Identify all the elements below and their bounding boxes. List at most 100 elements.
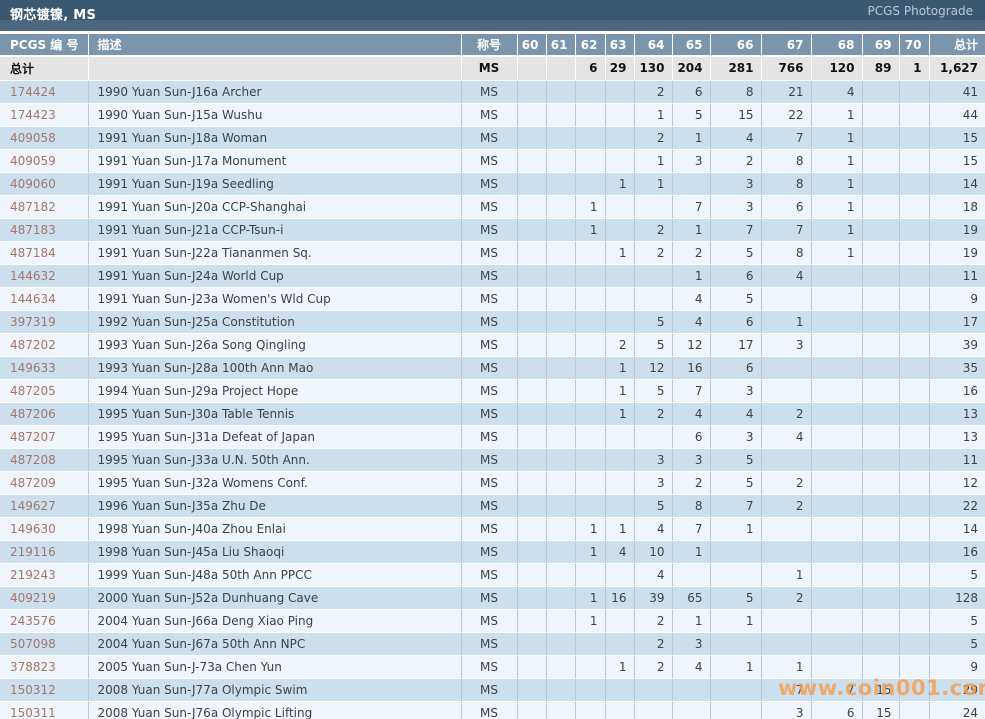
table-row: 487208 1995 Yuan Sun-J33a U.N. 50th Ann. M… <box>0 448 985 472</box>
table-row: 150311 2008 Yuan Sun-J76a Olympic Lifting… <box>0 701 985 719</box>
pcgs-number-link[interactable]: 150311 <box>0 701 89 719</box>
pcgs-number-link[interactable]: 149627 <box>0 494 89 518</box>
row-total-cell: 14 <box>929 172 985 196</box>
grade-69-cell <box>862 103 900 127</box>
grade-63-cell <box>605 195 635 219</box>
row-total-cell: 19 <box>929 241 985 265</box>
grade-67-cell: 21 <box>761 80 812 104</box>
pcgs-number-link[interactable]: 219116 <box>0 540 89 564</box>
coin-description: 2004 Yuan Sun-J67a 50th Ann NPC <box>88 632 462 656</box>
table-row: 174424 1990 Yuan Sun-J16a Archer MS 2 6 8 21 4 4… <box>0 80 985 104</box>
pcgs-number-link[interactable]: 397319 <box>0 310 89 334</box>
pcgs-number-link[interactable]: 149633 <box>0 356 89 380</box>
table-body: 174424 1990 Yuan Sun-J16a Archer MS 2 6 8 21 4 4… <box>0 80 985 719</box>
pcgs-number-link[interactable]: 507098 <box>0 632 89 656</box>
grade-60-cell <box>517 701 547 719</box>
grade-63-cell <box>605 701 635 719</box>
grade-66-cell: 6 <box>710 356 762 380</box>
pcgs-number-link[interactable]: 174424 <box>0 80 89 104</box>
grade-70-cell <box>899 517 930 541</box>
grade-70-cell <box>899 609 930 633</box>
grade-70-cell <box>899 379 930 403</box>
column-header-65: 65 <box>672 34 711 57</box>
coin-description: 1995 Yuan Sun-J33a U.N. 50th Ann. <box>88 448 462 472</box>
pcgs-number-link[interactable]: 219243 <box>0 563 89 587</box>
pcgs-number-link[interactable]: 150312 <box>0 678 89 702</box>
grade-69-cell <box>862 609 900 633</box>
designation-cell: MS <box>461 172 518 196</box>
grade-60-cell <box>517 149 547 173</box>
pcgs-number-link[interactable]: 409058 <box>0 126 89 150</box>
grade-67-cell <box>761 609 812 633</box>
pcgs-number-link[interactable]: 174423 <box>0 103 89 127</box>
grade-60-cell <box>517 632 547 656</box>
grade-61-cell <box>546 218 576 242</box>
pcgs-number-link[interactable]: 487183 <box>0 218 89 242</box>
grade-68-cell: 1 <box>811 126 863 150</box>
pcgs-number-link[interactable]: 144634 <box>0 287 89 311</box>
pcgs-number-link[interactable]: 487206 <box>0 402 89 426</box>
table-row: 487184 1991 Yuan Sun-J22a Tiananmen Sq. MS… <box>0 241 985 265</box>
grade-60-cell <box>517 425 547 449</box>
totals-grade-64: 130 <box>634 56 673 81</box>
grade-70-cell <box>899 471 930 495</box>
grade-67-cell: 2 <box>761 471 812 495</box>
column-header-pcgs: PCGS 编 号 <box>0 34 89 57</box>
grade-70-cell <box>899 287 930 311</box>
grade-61-cell <box>546 149 576 173</box>
pcgs-number-link[interactable]: 144632 <box>0 264 89 288</box>
grade-65-cell: 2 <box>672 241 711 265</box>
designation-cell: MS <box>461 563 518 587</box>
pcgs-number-link[interactable]: 487207 <box>0 425 89 449</box>
grade-61-cell <box>546 172 576 196</box>
designation-cell: MS <box>461 609 518 633</box>
totals-desc <box>88 56 462 81</box>
grade-63-cell: 1 <box>605 172 635 196</box>
grade-63-cell <box>605 471 635 495</box>
grade-69-cell <box>862 172 900 196</box>
grade-67-cell: 8 <box>761 241 812 265</box>
designation-cell: MS <box>461 195 518 219</box>
pcgs-number-link[interactable]: 487209 <box>0 471 89 495</box>
title-bar: 钢芯镀镍, MS PCGS Photograde <box>0 0 985 31</box>
grade-69-cell <box>862 287 900 311</box>
grade-63-cell <box>605 264 635 288</box>
pcgs-number-link[interactable]: 487202 <box>0 333 89 357</box>
grade-62-cell <box>575 149 606 173</box>
grade-68-cell: 1 <box>811 195 863 219</box>
grade-69-cell: 15 <box>862 678 900 702</box>
row-total-cell: 5 <box>929 609 985 633</box>
grade-60-cell <box>517 379 547 403</box>
grade-65-cell: 4 <box>672 402 711 426</box>
grade-62-cell <box>575 264 606 288</box>
grade-70-cell <box>899 402 930 426</box>
grade-63-cell <box>605 448 635 472</box>
pcgs-number-link[interactable]: 409219 <box>0 586 89 610</box>
pcgs-number-link[interactable]: 378823 <box>0 655 89 679</box>
column-header-70: 70 <box>899 34 930 57</box>
table-row: 144632 1991 Yuan Sun-J24a World Cup MS 1 6 4 1… <box>0 264 985 288</box>
grade-62-cell <box>575 379 606 403</box>
coin-description: 1991 Yuan Sun-J21a CCP-Tsun-i <box>88 218 462 242</box>
grade-68-cell <box>811 448 863 472</box>
grade-61-cell <box>546 586 576 610</box>
grade-67-cell: 6 <box>761 195 812 219</box>
column-header-designation: 称号 <box>461 34 518 57</box>
pcgs-number-link[interactable]: 487205 <box>0 379 89 403</box>
coin-description: 1996 Yuan Sun-J35a Zhu De <box>88 494 462 518</box>
pcgs-number-link[interactable]: 487208 <box>0 448 89 472</box>
grade-62-cell <box>575 448 606 472</box>
pcgs-number-link[interactable]: 243576 <box>0 609 89 633</box>
pcgs-number-link[interactable]: 149630 <box>0 517 89 541</box>
grade-68-cell <box>811 540 863 564</box>
pcgs-number-link[interactable]: 487182 <box>0 195 89 219</box>
pcgs-number-link[interactable]: 487184 <box>0 241 89 265</box>
pcgs-photograde-link[interactable]: PCGS Photograde <box>867 4 973 18</box>
table-row: 487206 1995 Yuan Sun-J30a Table Tennis MS 1… <box>0 402 985 426</box>
grade-66-cell: 4 <box>710 402 762 426</box>
grade-67-cell <box>761 448 812 472</box>
grade-67-cell: 3 <box>761 333 812 357</box>
pcgs-number-link[interactable]: 409059 <box>0 149 89 173</box>
row-total-cell: 15 <box>929 126 985 150</box>
pcgs-number-link[interactable]: 409060 <box>0 172 89 196</box>
